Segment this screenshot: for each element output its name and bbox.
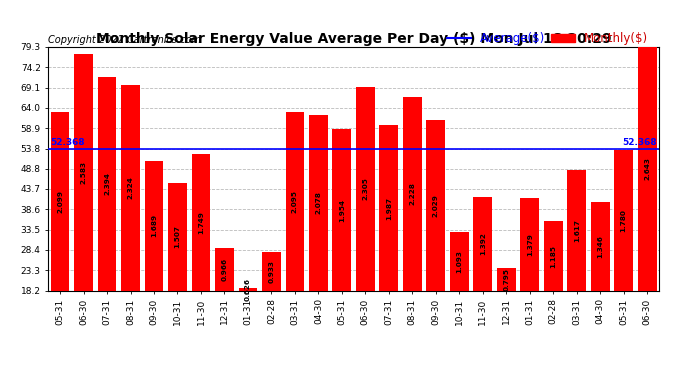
Text: 2.643: 2.643 (644, 158, 650, 180)
Text: 2.029: 2.029 (433, 194, 439, 217)
Bar (426, 120, 445, 291)
Bar (544, 221, 562, 291)
Text: 2.095: 2.095 (292, 190, 298, 213)
Bar (450, 232, 469, 291)
Text: 2.583: 2.583 (81, 161, 86, 184)
Bar (74, 54, 93, 291)
Bar (614, 150, 633, 291)
Bar (309, 114, 328, 291)
Bar (97, 77, 117, 291)
Bar (239, 288, 257, 291)
Bar (380, 125, 398, 291)
Bar (215, 248, 234, 291)
Text: 0.795: 0.795 (503, 268, 509, 291)
Text: 2.324: 2.324 (128, 177, 133, 199)
Bar (145, 161, 164, 291)
Text: 2.228: 2.228 (409, 182, 415, 205)
Text: 1.392: 1.392 (480, 232, 486, 255)
Text: 1.617: 1.617 (574, 219, 580, 242)
Bar (473, 196, 492, 291)
Text: 1.954: 1.954 (339, 198, 345, 222)
Bar (333, 129, 351, 291)
Bar (192, 154, 210, 291)
Bar (356, 87, 375, 291)
Bar (168, 183, 187, 291)
Text: 2.099: 2.099 (57, 190, 63, 213)
Bar (121, 85, 140, 291)
Bar (262, 252, 281, 291)
Text: 1.379: 1.379 (526, 233, 533, 256)
Text: 1.689: 1.689 (151, 214, 157, 237)
Text: 1.780: 1.780 (621, 209, 627, 232)
Text: 0.966: 0.966 (221, 258, 228, 280)
Text: 1.346: 1.346 (598, 235, 603, 258)
Text: 0.626: 0.626 (245, 278, 251, 301)
Bar (286, 112, 304, 291)
Text: 1.093: 1.093 (456, 250, 462, 273)
Legend: Average($), Monthly($): Average($), Monthly($) (442, 27, 653, 50)
Text: 0.933: 0.933 (268, 260, 275, 282)
Bar (520, 198, 539, 291)
Text: 2.305: 2.305 (362, 177, 368, 200)
Text: Copyright 2022 Cartronics.com: Copyright 2022 Cartronics.com (48, 35, 201, 45)
Bar (497, 268, 515, 291)
Text: 52.368: 52.368 (50, 138, 86, 147)
Text: 2.394: 2.394 (104, 172, 110, 195)
Text: 1.987: 1.987 (386, 196, 392, 219)
Title: Monthly Solar Energy Value Average Per Day ($) Mon Jul 18 20:29: Monthly Solar Energy Value Average Per D… (96, 32, 611, 46)
Bar (591, 202, 610, 291)
Text: 1.185: 1.185 (550, 244, 556, 267)
Text: 2.078: 2.078 (315, 191, 322, 214)
Bar (567, 170, 586, 291)
Bar (638, 47, 657, 291)
Bar (403, 97, 422, 291)
Text: 1.749: 1.749 (198, 211, 204, 234)
Text: 1.507: 1.507 (175, 225, 181, 248)
Text: 52.368: 52.368 (622, 138, 657, 147)
Bar (50, 112, 70, 291)
